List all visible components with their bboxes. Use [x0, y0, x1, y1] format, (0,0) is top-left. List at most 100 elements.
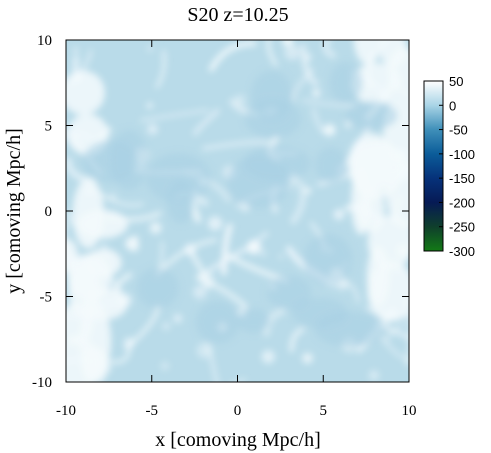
y-tick-label: 5 [45, 119, 53, 135]
filament-knot [162, 322, 171, 331]
filament-strand [403, 298, 409, 367]
filament-strand [113, 272, 133, 295]
filament-strand [208, 40, 257, 72]
void-region [329, 62, 363, 104]
filament-strand [289, 327, 305, 353]
filament-knot [173, 313, 183, 323]
void-region [195, 300, 240, 344]
colorbar-tick-label: 50 [449, 74, 463, 89]
filament-strand [344, 204, 382, 224]
y-axis: 10 5 0 -5 -10 [32, 33, 409, 391]
filament-knot [304, 53, 312, 61]
filament-knot [260, 250, 267, 257]
filament-knot [147, 123, 158, 135]
void-region [314, 311, 386, 347]
void-region [81, 140, 138, 183]
filament-blob [72, 178, 104, 249]
filament-knot [302, 352, 313, 364]
filament-knot [396, 166, 409, 181]
filament-blob [66, 302, 93, 346]
filament-strand [202, 140, 269, 151]
filament-strand [70, 358, 112, 372]
filament-strand [266, 40, 278, 67]
void-region [345, 101, 398, 130]
filament-strand [70, 284, 96, 303]
filament-strand [105, 211, 162, 222]
filament-strand [66, 313, 100, 321]
void-region [227, 154, 291, 209]
filament-knot [246, 239, 262, 255]
x-tick-label: -10 [56, 403, 76, 419]
x-tick-label: 0 [234, 403, 242, 419]
heatmap-field [66, 40, 409, 382]
filament-knot [196, 342, 213, 359]
filament-knot [149, 222, 162, 234]
y-axis-label: y [comoving Mpc/h] [3, 128, 25, 294]
filament-knot [304, 187, 312, 195]
x-axis: -10 -5 0 5 10 [56, 40, 417, 419]
filament-strand [300, 44, 319, 87]
filament-knot [147, 45, 154, 52]
filament-strand [391, 195, 402, 224]
colorbar: 50 0 -50 -100 -150 -200 -250 -300 [423, 74, 475, 259]
void-region [315, 147, 347, 183]
filament-knot [123, 337, 135, 349]
filament-strand [311, 107, 325, 134]
filament-knot [193, 285, 207, 299]
colorbar-ticks: 50 0 -50 -100 -150 -200 -250 -300 [439, 74, 475, 259]
x-axis-label: x [comoving Mpc/h] [155, 429, 321, 451]
filament-strand [66, 134, 80, 147]
void-region [266, 275, 312, 310]
filament-knot [184, 243, 197, 256]
filament-strand [322, 40, 337, 58]
filament-strand [365, 306, 409, 318]
filament-strand [289, 180, 307, 225]
filament-knot [391, 148, 407, 165]
colorbar-tick-label: -300 [449, 244, 475, 259]
filament-strand [66, 222, 74, 267]
filament-knot [356, 163, 368, 175]
filament-blob [367, 261, 409, 322]
colorbar-tick-label: -150 [449, 171, 475, 186]
filament-knot [284, 44, 300, 61]
filament-strand [72, 256, 91, 282]
filament-knot [125, 236, 139, 251]
filament-strand [90, 186, 144, 207]
y-tick-label: 10 [37, 33, 52, 49]
x-tick-label: -5 [146, 403, 159, 419]
y-tick-label: -10 [32, 375, 52, 391]
filament-strand [155, 49, 166, 89]
filament-knot [160, 361, 170, 371]
void-region [236, 308, 271, 333]
filament-knot [146, 102, 153, 109]
colorbar-scale [423, 80, 444, 252]
filament-knot [396, 243, 409, 258]
void-region [303, 233, 353, 286]
filament-knot [207, 216, 223, 231]
filament-knot [278, 254, 284, 259]
filament-knot [397, 269, 402, 274]
filament-knot [261, 350, 275, 364]
y-tick-label: -5 [40, 290, 53, 306]
colorbar-tick-label: -200 [449, 195, 475, 210]
filament-strand [84, 126, 112, 152]
filament-strand [192, 108, 220, 136]
filament-knot [333, 208, 345, 221]
filament-blob [353, 40, 383, 65]
filament-strand [379, 334, 409, 363]
void-region [166, 180, 195, 224]
filament-strand [72, 55, 82, 82]
filament-blob [66, 70, 105, 115]
colorbar-tick-label: -100 [449, 147, 475, 162]
filament-strand [366, 51, 376, 90]
filament-knot [66, 358, 70, 365]
filament-knot [282, 40, 294, 47]
filament-knot [73, 47, 79, 53]
colorbar-tick-label: 0 [449, 98, 456, 113]
filament-strand [66, 157, 96, 185]
y-tick-label: 0 [45, 204, 53, 220]
filament-strand [233, 378, 247, 382]
filament-knot [200, 272, 216, 288]
filament-strand [66, 210, 76, 227]
